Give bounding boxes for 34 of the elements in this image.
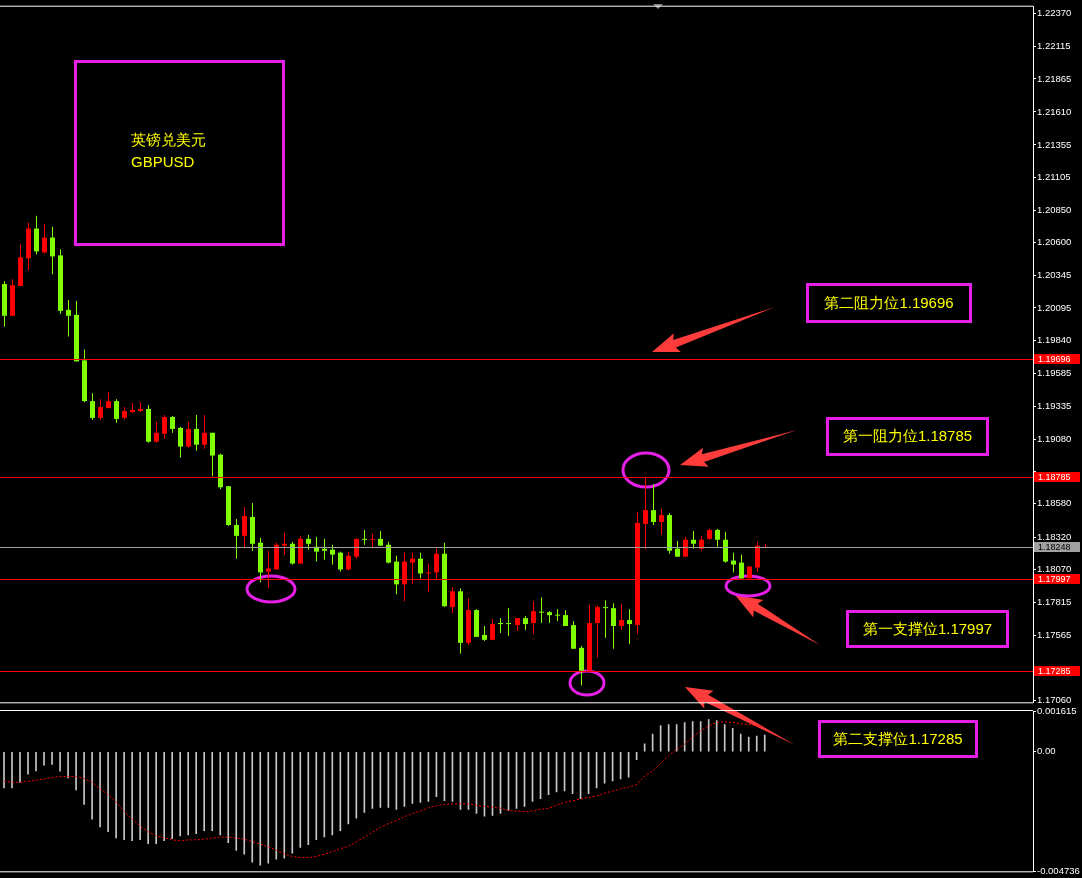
y-tick-label: 0.00	[1037, 745, 1056, 757]
y-tick-label: 1.21865	[1037, 72, 1072, 84]
y-tick-label: 1.19080	[1037, 432, 1072, 444]
y-tick-label: 1.21355	[1037, 138, 1072, 150]
y-tick-label: 1.20345	[1037, 269, 1072, 281]
y-tick-label: 1.20850	[1037, 203, 1072, 215]
y-tick-label: 1.17815	[1037, 596, 1072, 608]
annotation: 第一支撑位1.17997	[846, 610, 1009, 648]
y-tick-label: 1.20095	[1037, 301, 1072, 313]
annotation: 第二阻力位1.19696	[806, 283, 972, 323]
y-tick-label: 1.17060	[1037, 693, 1072, 705]
y-tick-label: 1.19335	[1037, 399, 1072, 411]
ref-line-label: 1.17997	[1038, 573, 1071, 584]
y-tick-label: 1.20600	[1037, 236, 1072, 248]
y-tick-label: -0.004736	[1037, 864, 1080, 876]
y-tick-label: 1.17565	[1037, 628, 1072, 640]
annotation: 第一阻力位1.18785	[826, 417, 989, 456]
y-tick-label: 1.18070	[1037, 563, 1072, 575]
ref-line-label: 1.19696	[1038, 353, 1071, 364]
annotation: 第二支撑位1.17285	[818, 720, 978, 758]
y-tick-label: 1.18580	[1037, 497, 1072, 509]
y-tick-label: 1.22115	[1037, 40, 1071, 52]
y-tick-label: 0.001615	[1037, 704, 1077, 716]
ref-line-label: 1.18248	[1038, 541, 1071, 552]
text: GBPUSD	[131, 153, 195, 170]
y-tick-label: 1.19585	[1037, 367, 1072, 379]
y-tick-label: 1.18320	[1037, 531, 1072, 543]
y-tick-label: 1.19840	[1037, 334, 1072, 346]
y-tick-label: 1.21105	[1037, 170, 1071, 182]
y-tick-label: 1.21610	[1037, 105, 1072, 117]
ref-line-label: 1.17285	[1038, 665, 1071, 676]
ref-line-label: 1.18785	[1038, 471, 1071, 482]
text: 英镑兑美元	[131, 131, 206, 150]
y-tick-label: 1.22370	[1037, 7, 1072, 19]
